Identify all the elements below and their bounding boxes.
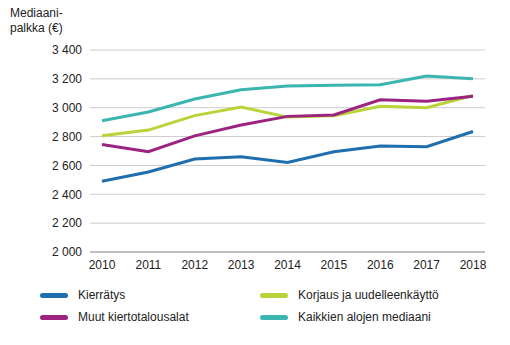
html-text:Mediaani-: Mediaani- xyxy=(10,6,63,20)
svg-text:2012: 2012 xyxy=(181,258,208,272)
html-text:Kaikkien alojen mediaani: Kaikkien alojen mediaani xyxy=(298,310,431,324)
svg-text:2 800: 2 800 xyxy=(52,130,82,144)
svg-text:3 000: 3 000 xyxy=(52,101,82,115)
svg-text:2015: 2015 xyxy=(321,258,348,272)
html-text:Kierrätys: Kierrätys xyxy=(78,288,126,302)
svg-text:2011: 2011 xyxy=(135,258,161,272)
svg-text:3 200: 3 200 xyxy=(52,72,82,86)
svg-text:2 600: 2 600 xyxy=(52,159,82,173)
svg-text:2 400: 2 400 xyxy=(52,188,82,202)
svg-text:2010: 2010 xyxy=(89,258,116,272)
svg-text:3 400: 3 400 xyxy=(52,43,82,57)
svg-text:2 200: 2 200 xyxy=(52,216,82,230)
svg-text:2 000: 2 000 xyxy=(52,245,82,259)
html-text:palkka (€): palkka (€) xyxy=(10,21,63,35)
svg-text:2016: 2016 xyxy=(367,258,394,272)
svg-text:2014: 2014 xyxy=(274,258,301,272)
html-text:Korjaus ja uudelleenkäyttö: Korjaus ja uudelleenkäyttö xyxy=(298,288,439,302)
svg-text:2018: 2018 xyxy=(460,258,487,272)
html-text:Muut kiertotalousalat: Muut kiertotalousalat xyxy=(78,310,189,324)
svg-text:2013: 2013 xyxy=(228,258,255,272)
svg-text:2017: 2017 xyxy=(413,258,440,272)
